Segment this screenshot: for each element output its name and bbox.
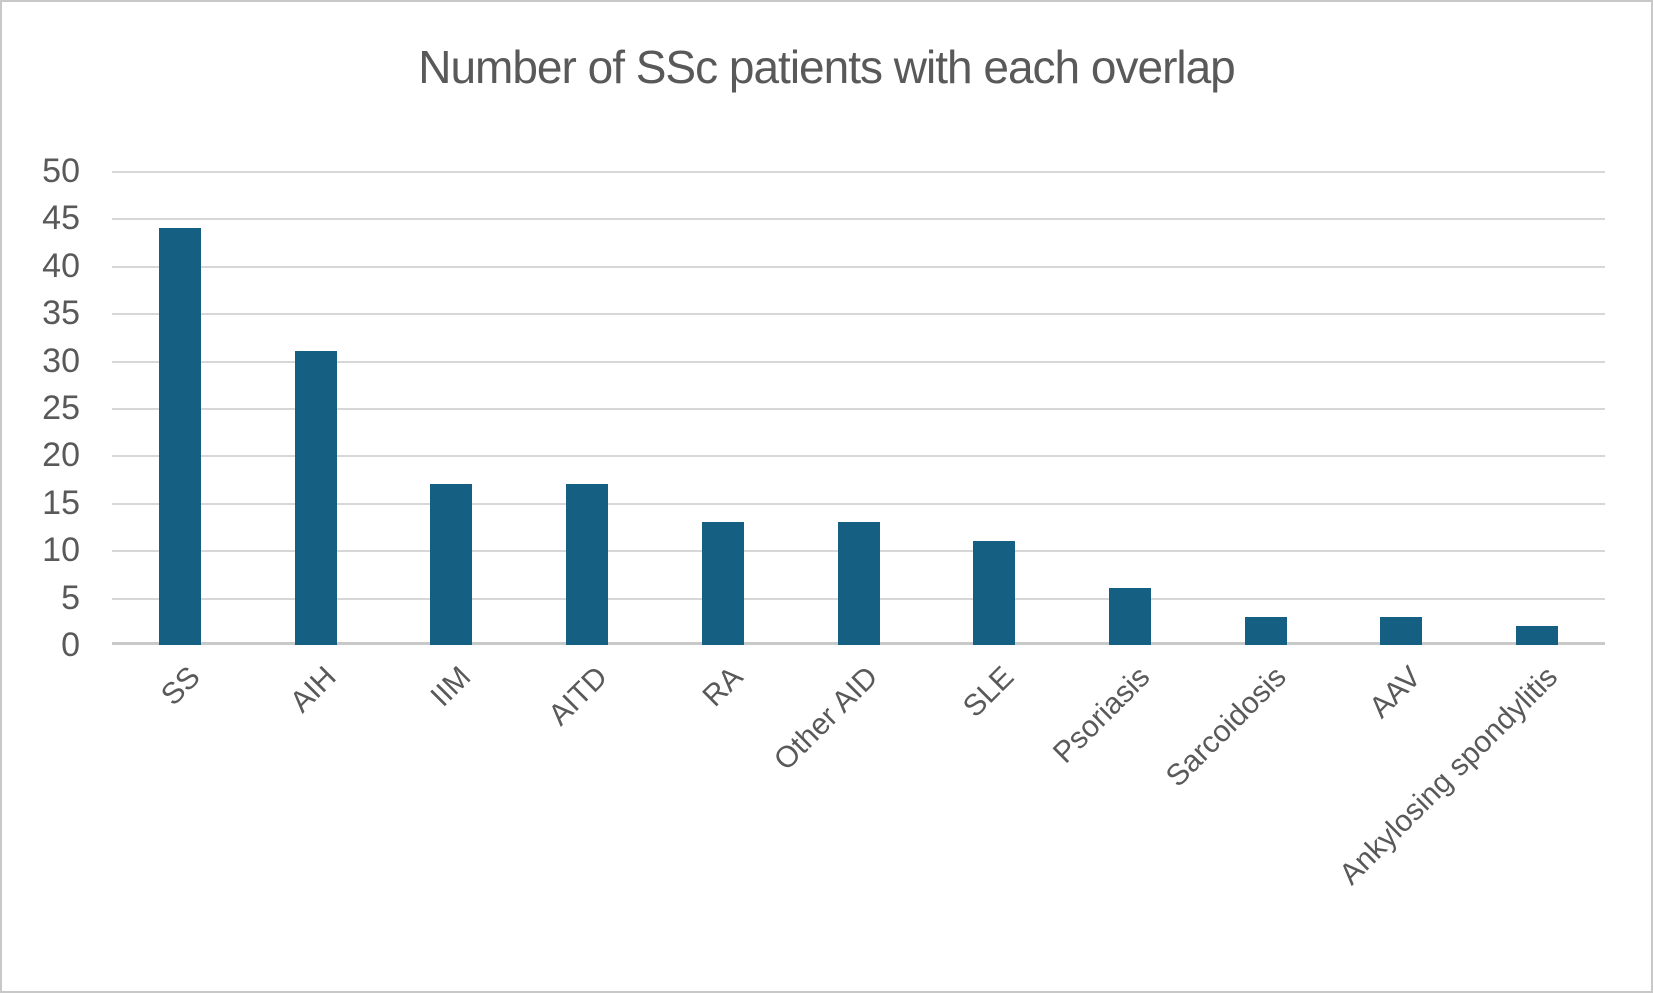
y-axis-tick-label: 5 — [61, 579, 80, 617]
gridline — [112, 266, 1605, 268]
y-axis-tick-label: 25 — [42, 389, 80, 427]
bar-ankylosing-spondylitis — [1516, 626, 1558, 645]
x-axis-label: Sarcoidosis — [1159, 660, 1293, 794]
bar-aav — [1380, 617, 1422, 645]
gridline — [112, 361, 1605, 363]
y-axis-tick-label: 35 — [42, 294, 80, 332]
bar-ss — [159, 228, 201, 645]
bar-sarcoidosis — [1245, 617, 1287, 645]
y-axis-tick-label: 15 — [42, 484, 80, 522]
bar-ra — [702, 522, 744, 645]
y-axis-tick-label: 0 — [61, 626, 80, 664]
x-axis-label: Other AID — [768, 660, 885, 777]
gridline — [112, 455, 1605, 457]
y-axis-tick-label: 30 — [42, 342, 80, 380]
x-axis-label: RA — [696, 660, 750, 714]
bar-aitd — [566, 484, 608, 645]
bar-psoriasis — [1109, 588, 1151, 645]
gridline — [112, 218, 1605, 220]
y-axis-tick-label: 50 — [42, 152, 80, 190]
gridline — [112, 171, 1605, 173]
bar-iim — [430, 484, 472, 645]
bar-sle — [973, 541, 1015, 645]
chart-title: Number of SSc patients with each overlap — [418, 41, 1236, 93]
bar-aih — [295, 351, 337, 645]
gridline — [112, 408, 1605, 410]
x-axis-label: AAV — [1363, 660, 1428, 725]
y-axis-tick-label: 10 — [42, 531, 80, 569]
x-axis-label: SLE — [957, 660, 1021, 724]
gridline — [112, 313, 1605, 315]
x-axis-label: Psoriasis — [1047, 660, 1157, 770]
x-axis-label: SS — [154, 660, 207, 712]
x-axis-label: IIM — [424, 660, 478, 714]
gridline — [112, 503, 1605, 505]
plot-area — [112, 171, 1605, 645]
bar-other-aid — [838, 522, 880, 645]
x-axis-label: AIH — [283, 660, 343, 719]
y-axis-tick-label: 20 — [42, 436, 80, 474]
x-axis-label: AITD — [541, 660, 614, 732]
y-axis-tick-label: 40 — [42, 247, 80, 285]
y-axis-tick-label: 45 — [42, 199, 80, 237]
